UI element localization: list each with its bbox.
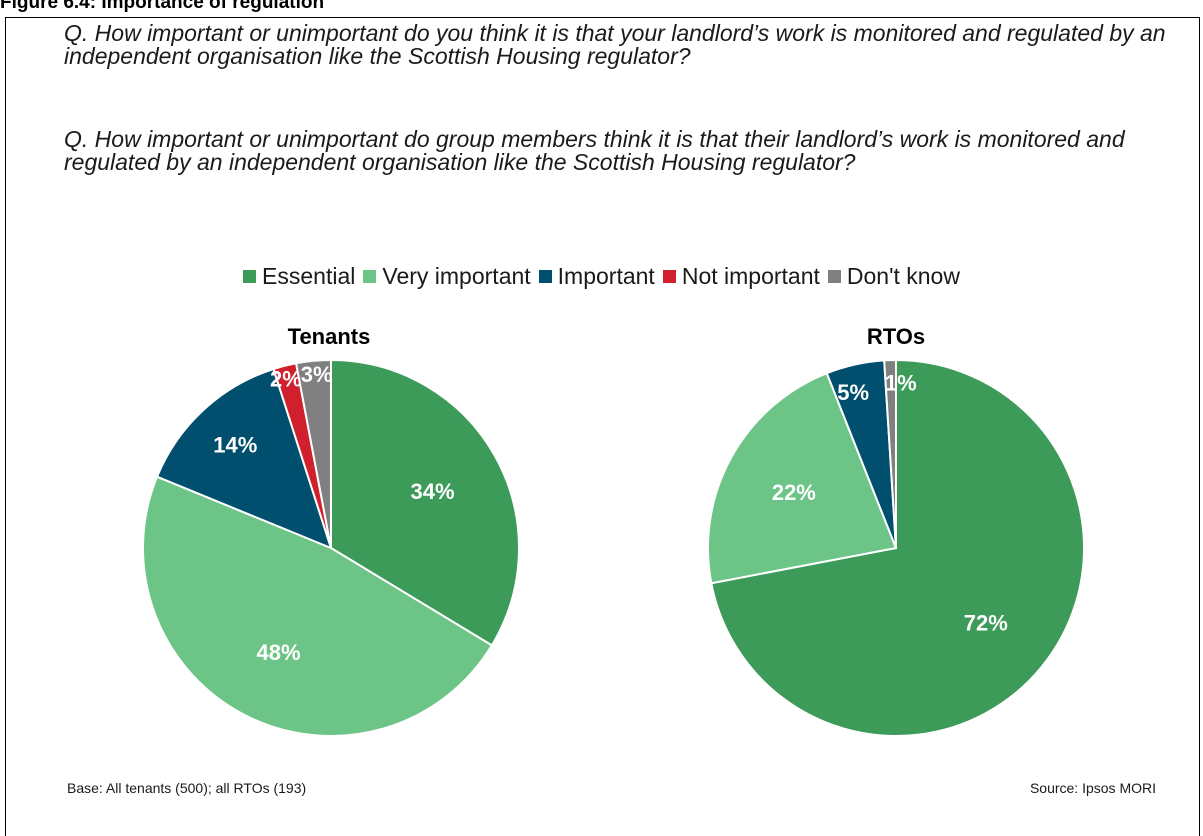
pie-slice-tenants-very-important [142, 475, 494, 737]
legend-swatch-important [538, 270, 552, 283]
pie-slice-rtos-don-t-know [883, 358, 897, 549]
pie-slice-tenants-don-t-know [294, 358, 332, 549]
legend-item-important: Important [538, 263, 655, 290]
pie-slice-tenants-essential [330, 358, 521, 647]
pie-slice-rtos-very-important [707, 371, 898, 585]
footnote-source: Source: Ipsos MORI [1029, 780, 1156, 796]
pie-label-rtos-essential: 72% [964, 610, 1008, 635]
legend-item-dont-know: Don't know [827, 263, 960, 290]
pie-rtos: 72% 22% 5% 1% [707, 358, 1085, 737]
pie-label-rtos-important: 5% [837, 380, 869, 405]
pie-label-rtos-very-important: 22% [772, 480, 816, 505]
legend-label-dont-know: Don't know [846, 263, 960, 289]
legend-label-very-important: Very important [382, 263, 531, 289]
legend-item-not-important: Not important [662, 263, 820, 290]
pie-tenants: 34%48%14%2%3% [142, 358, 521, 737]
legend-swatch-very-important [363, 270, 377, 283]
pie-label-tenants-essential: 34% [411, 479, 455, 504]
legend-swatch-dont-know [827, 270, 841, 283]
chart-legend: Essential Very important Important Not i… [0, 263, 1203, 290]
legend-swatch-essential [243, 270, 257, 283]
legend-item-essential: Essential [243, 263, 355, 290]
pie-label-tenants-important: 14% [213, 432, 257, 457]
legend-label-important: Important [557, 263, 655, 289]
figure-title: Figure 6.4: Importance of regulation [0, 0, 325, 13]
legend-swatch-not-important [662, 270, 676, 283]
legend-label-essential: Essential [262, 263, 356, 289]
footnote-base: Base: All tenants (500); all RTOs (193) [67, 780, 307, 796]
figure-frame [5, 17, 1200, 836]
pie-title-rtos: RTOs [866, 324, 926, 349]
legend-label-not-important: Not important [681, 263, 820, 289]
question-2: Q. How important or unimportant do group… [64, 126, 1125, 175]
legend-item-very-important: Very important [363, 263, 531, 290]
pie-title-tenants: Tenants [287, 324, 371, 349]
pie-slice-rtos-essential [710, 358, 1085, 737]
pie-label-rtos-don-t-know: 1% [885, 371, 917, 396]
pie-label-tenants-very-important: 48% [257, 640, 301, 665]
question-1: Q. How important or unimportant do you t… [64, 20, 1166, 69]
pie-label-tenants-don-t-know: 3% [301, 362, 333, 387]
